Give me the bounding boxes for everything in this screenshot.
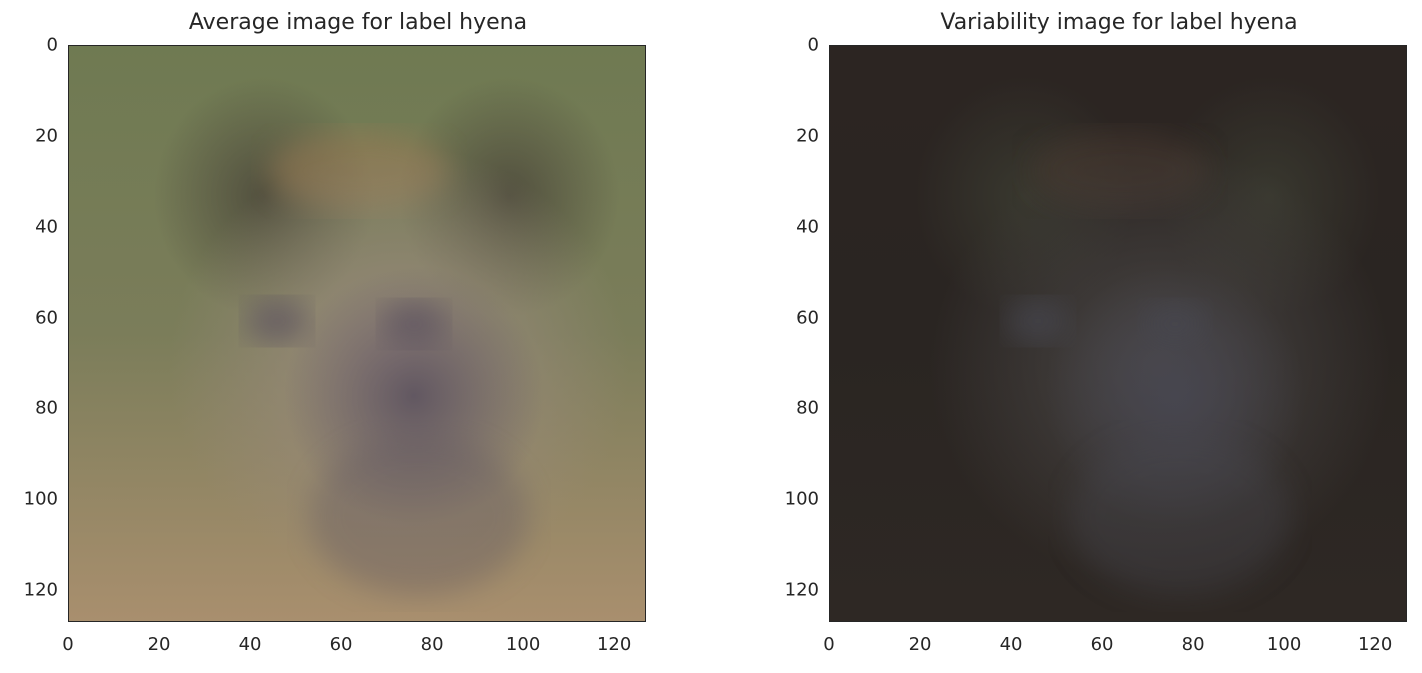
variability-right-eye (1143, 302, 1207, 346)
variability-y-tick-label: 40 (796, 216, 819, 238)
average-x-tick-label: 100 (505, 634, 541, 655)
variability-y-tick-label: 100 (784, 488, 819, 510)
average-image-title: Average image for label hyena (188, 10, 528, 35)
average-image (68, 45, 646, 622)
average-x-tick-label: 0 (62, 634, 74, 655)
variability-lower-snout (1070, 436, 1290, 596)
average-y-tick-label: 60 (35, 307, 58, 329)
variability-y-tick-label: 80 (796, 397, 819, 419)
variability-left-eye (1006, 299, 1070, 343)
average-left-eye (245, 299, 309, 343)
variability-x-tick-label: 100 (1266, 634, 1302, 655)
variability-x-tick-label: 40 (999, 634, 1023, 655)
average-x-tick-label: 40 (238, 634, 262, 655)
average-x-tick-label: 60 (329, 634, 353, 655)
average-y-tick-label: 80 (35, 397, 58, 419)
variability-x-tick-label: 0 (823, 634, 835, 655)
variability-y-tick-label: 120 (784, 579, 819, 601)
variability-y-tick-label: 20 (796, 125, 819, 147)
average-x-tick-label: 80 (420, 634, 444, 655)
variability-x-tick-label: 60 (1090, 634, 1114, 655)
average-right-eye (382, 302, 446, 346)
average-image-panel: Average image for label hyena 0 20 40 60 80 1… (0, 0, 700, 673)
average-lower-snout (309, 436, 529, 596)
average-y-tick-label: 40 (35, 216, 58, 238)
variability-x-tick-label: 120 (1357, 634, 1393, 655)
average-y-tick-label: 120 (23, 579, 58, 601)
average-y-tick-label: 0 (46, 34, 58, 56)
variability-x-tick-label: 80 (1181, 634, 1205, 655)
variability-image-title: Variability image for label hyena (940, 10, 1298, 35)
variability-y-tick-label: 60 (796, 307, 819, 329)
variability-image (829, 45, 1407, 622)
average-x-tick-label: 20 (147, 634, 171, 655)
average-y-tick-label: 100 (23, 488, 58, 510)
average-y-tick-label: 20 (35, 125, 58, 147)
variability-x-tick-label: 20 (908, 634, 932, 655)
variability-y-tick-label: 0 (807, 34, 819, 56)
average-x-tick-label: 120 (596, 634, 632, 655)
